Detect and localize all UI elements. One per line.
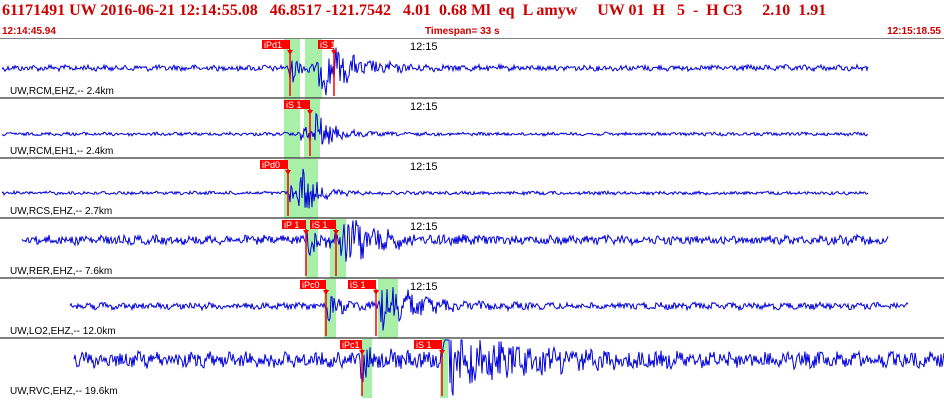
pick-arrow-icon <box>333 230 339 235</box>
pick-flag <box>318 40 334 49</box>
time-mark: 12:15 <box>410 281 438 293</box>
trace-panel: iP 1 iS 1 12:15 UW,RER,EHZ,-- 7.6km <box>0 217 944 278</box>
pick-window <box>284 99 300 158</box>
pick-arrow-icon <box>285 170 291 175</box>
pick-window <box>440 339 448 398</box>
pick-arrow-icon <box>303 230 309 235</box>
waveform-line <box>21 219 889 262</box>
trace-panel: iPd1 iS 1 12:15 UW,RCM,EHZ,-- 2.4km <box>0 38 944 98</box>
pick-label: iPc0 <box>302 280 320 290</box>
waveform-line <box>69 287 909 331</box>
pick-label: iS 1 <box>416 340 432 350</box>
pick-label: iPd0 <box>262 160 280 170</box>
pick-label: iS 1 <box>320 40 336 50</box>
pick-flag <box>340 340 362 349</box>
station-label: UW,RCM,EH1,-- 2.4km <box>10 146 113 157</box>
pick-flag <box>310 220 336 229</box>
pick-arrow-icon <box>307 110 313 115</box>
pick-label: iPd1 <box>264 40 282 50</box>
pick-arrow-icon <box>287 50 293 55</box>
time-bar: 12:14:45.94 Timespan= 33 s 12:15:18.55 <box>0 26 944 38</box>
pick-flag <box>282 220 306 229</box>
station-label: UW,LO2,EHZ,-- 12.0km <box>10 326 116 337</box>
pick-arrow-icon <box>323 290 329 295</box>
pick-window <box>330 219 346 278</box>
waveform-line <box>73 339 944 396</box>
trace-panel: iS 1 12:15 UW,RCM,EH1,-- 2.4km <box>0 97 944 158</box>
pick-arrow-icon <box>373 290 379 295</box>
trace-panel: iPd0 12:15 UW,RCS,EHZ,-- 2.7km <box>0 157 944 218</box>
station-label: UW,RVC,EHZ,-- 19.6km <box>10 386 118 397</box>
start-time: 12:14:45.94 <box>2 26 56 37</box>
pick-label: iS 1 <box>286 100 302 110</box>
traces-canvas: iPd1 iS 1 12:15 UW,RCM,EHZ,-- 2.4km iS 1 12:1… <box>0 38 944 398</box>
station-label: UW,RCS,EHZ,-- 2.7km <box>10 206 112 217</box>
time-mark: 12:15 <box>410 41 438 53</box>
pick-flag <box>348 280 376 289</box>
time-mark: 12:15 <box>410 101 438 113</box>
end-time: 12:15:18.55 <box>887 26 941 37</box>
trace-panel: iPc1 iS 1 UW,RVC,EHZ,-- 19.6km <box>0 337 944 398</box>
pick-arrow-icon <box>439 350 445 355</box>
event-header: 61171491 UW 2016-06-21 12:14:55.08 46.85… <box>0 0 944 26</box>
pick-label: iS 1 <box>350 280 366 290</box>
timespan-label: Timespan= 33 s <box>425 26 500 37</box>
event-summary-title: 61171491 UW 2016-06-21 12:14:55.08 46.85… <box>2 2 827 19</box>
pick-flag <box>284 100 310 109</box>
pick-label: iPc1 <box>342 340 360 350</box>
time-mark: 12:15 <box>410 221 438 233</box>
time-mark: 12:15 <box>410 161 438 173</box>
pick-arrow-icon <box>359 350 365 355</box>
station-label: UW,RER,EHZ,-- 7.6km <box>10 266 112 277</box>
pick-arrow-icon <box>331 50 337 55</box>
waveform-line <box>1 112 869 145</box>
waveform-line <box>1 168 869 209</box>
pick-label: iS 1 <box>312 220 328 230</box>
pick-label: iP 1 <box>284 220 299 230</box>
station-label: UW,RCM,EHZ,-- 2.4km <box>10 86 114 97</box>
trace-panel: iPc0 iS 1 12:15 UW,LO2,EHZ,-- 12.0km <box>0 277 944 338</box>
waveform-line <box>1 47 869 96</box>
pick-flag <box>300 280 326 289</box>
pick-window <box>362 339 372 398</box>
pick-flag <box>262 40 290 49</box>
pick-flag <box>260 160 288 169</box>
seismogram-traces: iPd1 iS 1 12:15 UW,RCM,EHZ,-- 2.4km iS 1 12:1… <box>0 38 944 400</box>
pick-flag <box>414 340 442 349</box>
